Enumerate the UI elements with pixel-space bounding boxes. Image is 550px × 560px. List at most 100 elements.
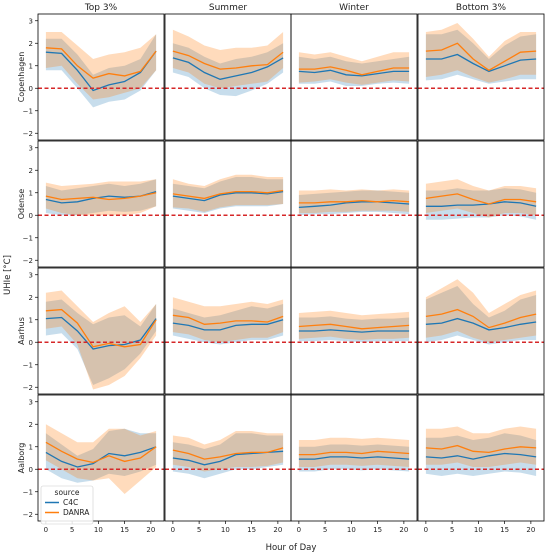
x-tick-label: 0 bbox=[44, 526, 48, 534]
line-danra bbox=[172, 314, 284, 325]
y-tick-label: 3 bbox=[29, 144, 33, 152]
x-tick-label: 20 bbox=[526, 526, 535, 534]
band-danra bbox=[45, 290, 157, 390]
panel-copenhagen-bottom-3 bbox=[417, 13, 545, 141]
row-label-aarhus: Aarhus bbox=[17, 317, 26, 345]
band-danra bbox=[425, 279, 537, 343]
panel-plot-area bbox=[425, 179, 537, 220]
panel-aarhus-top-3: −2 −1 0 1 2 3 bbox=[23, 267, 165, 395]
panel-frame bbox=[37, 13, 165, 141]
band-danra bbox=[172, 297, 284, 343]
panel-copenhagen-summer bbox=[164, 13, 292, 141]
legend-entry-danra: DANRA bbox=[63, 508, 90, 517]
y-tick-label: −2 bbox=[23, 511, 33, 519]
panel-copenhagen-winter bbox=[290, 13, 418, 141]
line-danra bbox=[172, 447, 284, 460]
x-tick-label: 5 bbox=[197, 526, 201, 534]
line-danra bbox=[298, 66, 410, 76]
y-tick-label: 0 bbox=[29, 212, 33, 220]
panel-plot-area bbox=[45, 424, 157, 494]
x-tick-label: 15 bbox=[500, 526, 509, 534]
legend-entry-c4c: C4C bbox=[63, 498, 78, 507]
panel-odense-summer bbox=[164, 140, 292, 268]
row-label-copenhagen: Copenhagen bbox=[17, 52, 26, 103]
panel-frame bbox=[290, 267, 418, 395]
x-tick-label: 20 bbox=[273, 526, 282, 534]
band-danra bbox=[172, 29, 284, 89]
x-tick-label: 15 bbox=[373, 526, 382, 534]
line-danra bbox=[45, 441, 157, 464]
y-tick-label: −2 bbox=[23, 384, 33, 392]
legend-title: source bbox=[55, 488, 80, 497]
y-tick-label: −1 bbox=[23, 107, 33, 115]
panel-frame bbox=[290, 140, 418, 268]
column-title-winter: Winter bbox=[339, 3, 369, 13]
line-c4c bbox=[45, 316, 157, 350]
x-tick-label: 20 bbox=[399, 526, 408, 534]
panel-frame bbox=[417, 13, 545, 141]
y-tick-label: −1 bbox=[23, 234, 33, 242]
y-tick-label: −2 bbox=[23, 257, 33, 265]
band-danra bbox=[425, 179, 537, 218]
column-title-bottom-3: Bottom 3% bbox=[456, 3, 507, 13]
column-title-top-3: Top 3% bbox=[84, 3, 118, 13]
band-c4c bbox=[172, 43, 284, 97]
panel-aalborg-top-3: −2 −1 0 1 2 3 0 5 10 15 20 bbox=[23, 394, 165, 534]
y-tick-label: 3 bbox=[29, 17, 33, 25]
x-tick-label: 5 bbox=[70, 526, 74, 534]
panel-plot-area bbox=[298, 437, 410, 472]
line-danra bbox=[45, 192, 157, 201]
band-danra bbox=[298, 52, 410, 85]
line-c4c bbox=[425, 452, 537, 460]
line-danra bbox=[298, 199, 410, 204]
x-tick-label: 10 bbox=[474, 526, 483, 534]
panel-plot-area bbox=[172, 431, 284, 479]
panel-frame bbox=[417, 267, 545, 395]
line-c4c bbox=[172, 190, 284, 202]
panel-plot-area bbox=[425, 426, 537, 476]
y-tick-label: 0 bbox=[29, 466, 33, 474]
y-tick-label: 1 bbox=[29, 316, 33, 324]
y-tick-label: 3 bbox=[29, 271, 33, 279]
band-c4c bbox=[45, 34, 157, 108]
y-tick-label: 1 bbox=[29, 62, 33, 70]
line-c4c bbox=[298, 201, 410, 209]
line-danra bbox=[172, 50, 284, 70]
line-c4c bbox=[172, 57, 284, 80]
x-tick-label: 20 bbox=[146, 526, 155, 534]
band-c4c bbox=[425, 433, 537, 476]
panel-copenhagen-top-3: −2 −1 0 1 2 3 bbox=[23, 13, 165, 141]
panel-aarhus-bottom-3 bbox=[417, 267, 545, 395]
line-danra bbox=[298, 323, 410, 330]
panel-odense-winter bbox=[290, 140, 418, 268]
column-title-summer: Summer bbox=[209, 3, 247, 13]
line-danra bbox=[298, 450, 410, 456]
x-tick-label: 5 bbox=[323, 526, 327, 534]
panel-plot-area bbox=[298, 189, 410, 216]
line-c4c bbox=[425, 317, 537, 331]
y-tick-label: 2 bbox=[29, 294, 33, 302]
panel-aalborg-bottom-3: 0 5 10 15 20 bbox=[417, 394, 545, 534]
panel-odense-bottom-3 bbox=[417, 140, 545, 268]
line-danra bbox=[425, 444, 537, 454]
band-danra bbox=[298, 310, 410, 340]
panel-aalborg-winter: 0 5 10 15 20 bbox=[290, 394, 418, 534]
x-tick-label: 0 bbox=[297, 526, 301, 534]
y-tick-label: 2 bbox=[29, 40, 33, 48]
line-c4c bbox=[172, 319, 284, 331]
x-tick-label: 15 bbox=[247, 526, 256, 534]
panel-frame bbox=[417, 394, 545, 522]
panel-plot-area bbox=[45, 179, 157, 216]
band-danra bbox=[172, 431, 284, 472]
y-tick-label: 1 bbox=[29, 189, 33, 197]
y-tick-label: −1 bbox=[23, 361, 33, 369]
legend-box bbox=[40, 485, 94, 525]
x-tick-label: 10 bbox=[94, 526, 103, 534]
y-tick-label: −2 bbox=[23, 130, 33, 138]
line-c4c bbox=[45, 50, 157, 92]
panel-plot-area bbox=[45, 32, 157, 108]
panel-plot-area bbox=[172, 29, 284, 97]
